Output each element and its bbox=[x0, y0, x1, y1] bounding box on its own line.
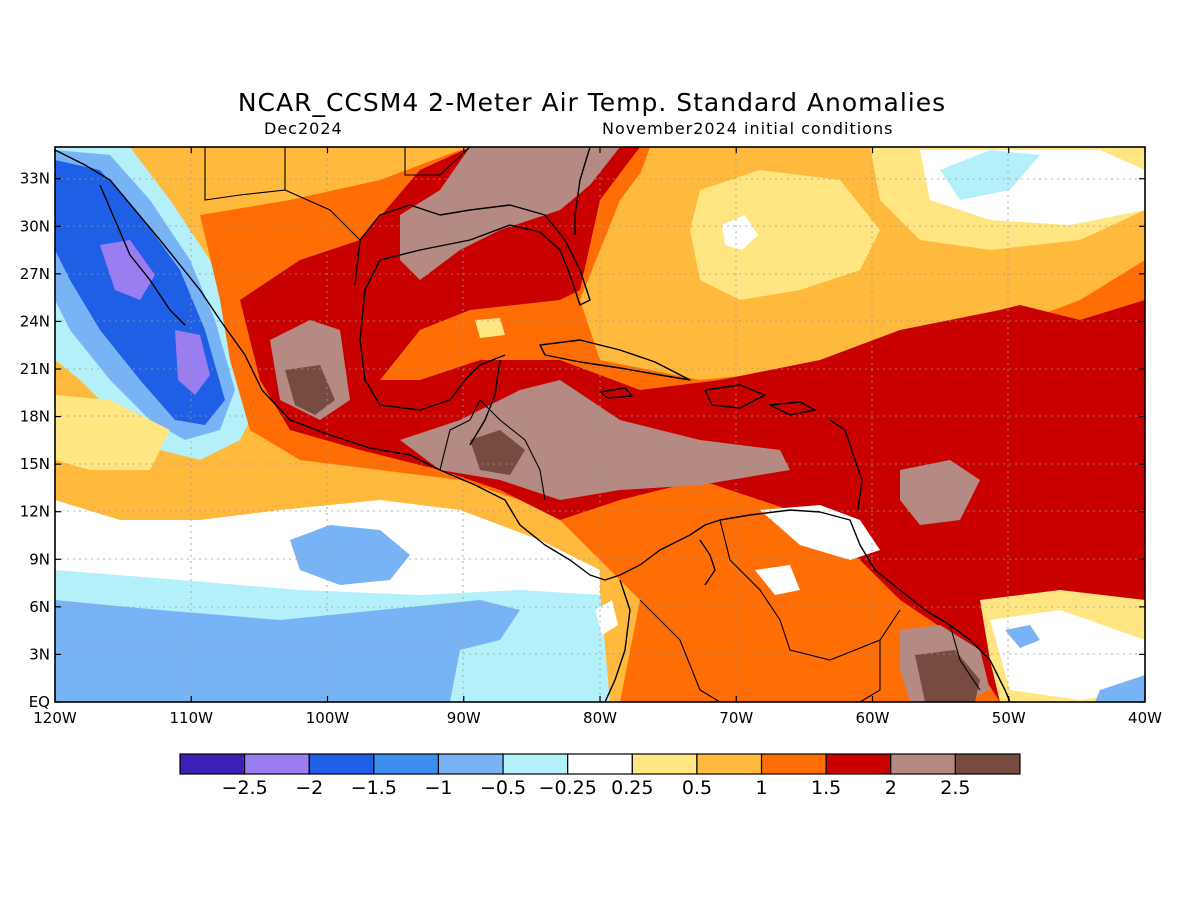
neutral-spot-venezuela bbox=[755, 565, 800, 595]
lat-tick-label: 21N bbox=[20, 360, 50, 378]
colorbar-label: 1.5 bbox=[811, 777, 841, 799]
lat-tick-label: 12N bbox=[20, 503, 50, 521]
lon-tick-label: 90W bbox=[447, 709, 481, 727]
country-borders bbox=[204, 147, 981, 702]
lat-tick-label: 6N bbox=[29, 598, 50, 616]
colorbar-swatch bbox=[308, 753, 375, 775]
colorbar-label: 2 bbox=[885, 777, 897, 799]
hottest-region-guiana bbox=[915, 650, 980, 702]
colorbar-label: −2.5 bbox=[222, 777, 268, 799]
cool-core-south bbox=[55, 600, 520, 702]
colorbar-swatch bbox=[631, 753, 698, 775]
cool-spot-equatorial bbox=[1005, 625, 1040, 648]
colorbar-label: 1 bbox=[755, 777, 767, 799]
colorbar-label: 0.5 bbox=[682, 777, 712, 799]
mild-region-atlantic bbox=[690, 170, 880, 300]
cool-spot-northeast bbox=[940, 150, 1040, 200]
warm-patch-pacific bbox=[55, 395, 170, 470]
colorbar-swatch bbox=[825, 753, 892, 775]
cool-blob-pacific bbox=[290, 525, 410, 585]
colorbar-swatch bbox=[954, 753, 1021, 775]
valid-month: Dec2024 bbox=[264, 119, 343, 138]
cool-spot-southeast bbox=[1095, 675, 1145, 702]
lat-tick-label: 18N bbox=[20, 408, 50, 426]
colorbar-label: 2.5 bbox=[940, 777, 970, 799]
colorbar-swatch bbox=[890, 753, 956, 775]
colorbar-swatch bbox=[179, 753, 246, 775]
lat-tick-label: 9N bbox=[29, 550, 50, 568]
latitude-axis: EQ 3N 6N 9N 12N 15N 18N 21N 24N 27N 30N 33N bbox=[20, 170, 1145, 711]
hot-region-atlantic bbox=[900, 460, 980, 525]
colorbar-swatch bbox=[244, 753, 310, 775]
colorbar-label: −0.5 bbox=[480, 777, 526, 799]
init-conditions: November2024 initial conditions bbox=[602, 119, 893, 138]
colorbar: −2.5 −2 −1.5 −1 −0.5 −0.25 0.25 0.5 1 1.5 2 2.5 bbox=[179, 753, 1021, 799]
colorbar-label: −2 bbox=[295, 777, 323, 799]
lon-tick-label: 80W bbox=[583, 709, 617, 727]
lon-tick-label: 40W bbox=[1128, 709, 1162, 727]
lon-tick-label: 70W bbox=[719, 709, 753, 727]
lon-tick-label: 50W bbox=[992, 709, 1026, 727]
colorbar-swatch bbox=[437, 753, 504, 775]
warm-region-red bbox=[240, 147, 1145, 702]
neutral-spot-caribbean bbox=[760, 505, 880, 560]
hot-region-gulf bbox=[400, 147, 620, 280]
colorbar-label: −0.25 bbox=[539, 777, 597, 799]
lat-tick-label: EQ bbox=[29, 693, 50, 711]
longitude-axis: 120W 110W 100W 90W 80W 70W 60W 50W 40W bbox=[33, 147, 1162, 727]
colorbar-swatch bbox=[696, 753, 763, 775]
colorbar-swatch bbox=[502, 753, 569, 775]
lon-tick-label: 120W bbox=[33, 709, 77, 727]
lon-tick-label: 60W bbox=[856, 709, 890, 727]
map-title: NCAR_CCSM4 2-Meter Air Temp. Standard An… bbox=[238, 88, 946, 117]
lat-tick-label: 27N bbox=[20, 265, 50, 283]
colorbar-swatch bbox=[567, 753, 633, 775]
mild-spot-gulf bbox=[475, 318, 505, 338]
colorbar-swatch bbox=[373, 753, 440, 775]
lat-tick-label: 3N bbox=[29, 645, 50, 663]
colorbar-label: 0.25 bbox=[611, 777, 653, 799]
neutral-spot-atlantic bbox=[722, 215, 758, 250]
coastlines bbox=[55, 147, 1011, 702]
colorbar-label: −1 bbox=[424, 777, 452, 799]
lat-tick-label: 33N bbox=[20, 170, 50, 188]
lon-tick-label: 110W bbox=[170, 709, 214, 727]
lat-tick-label: 24N bbox=[20, 312, 50, 330]
map-field bbox=[55, 147, 1145, 702]
colorbar-label: −1.5 bbox=[351, 777, 397, 799]
lat-tick-label: 15N bbox=[20, 455, 50, 473]
lon-tick-label: 100W bbox=[306, 709, 350, 727]
cold-spot-baja bbox=[100, 240, 155, 300]
lat-tick-label: 30N bbox=[20, 217, 50, 235]
neutral-spot-colombia-coast bbox=[595, 600, 618, 635]
colorbar-swatch bbox=[760, 753, 827, 775]
hottest-region-mexico bbox=[285, 365, 335, 415]
gridlines bbox=[55, 147, 1145, 702]
cold-spot-pacific bbox=[175, 330, 210, 395]
